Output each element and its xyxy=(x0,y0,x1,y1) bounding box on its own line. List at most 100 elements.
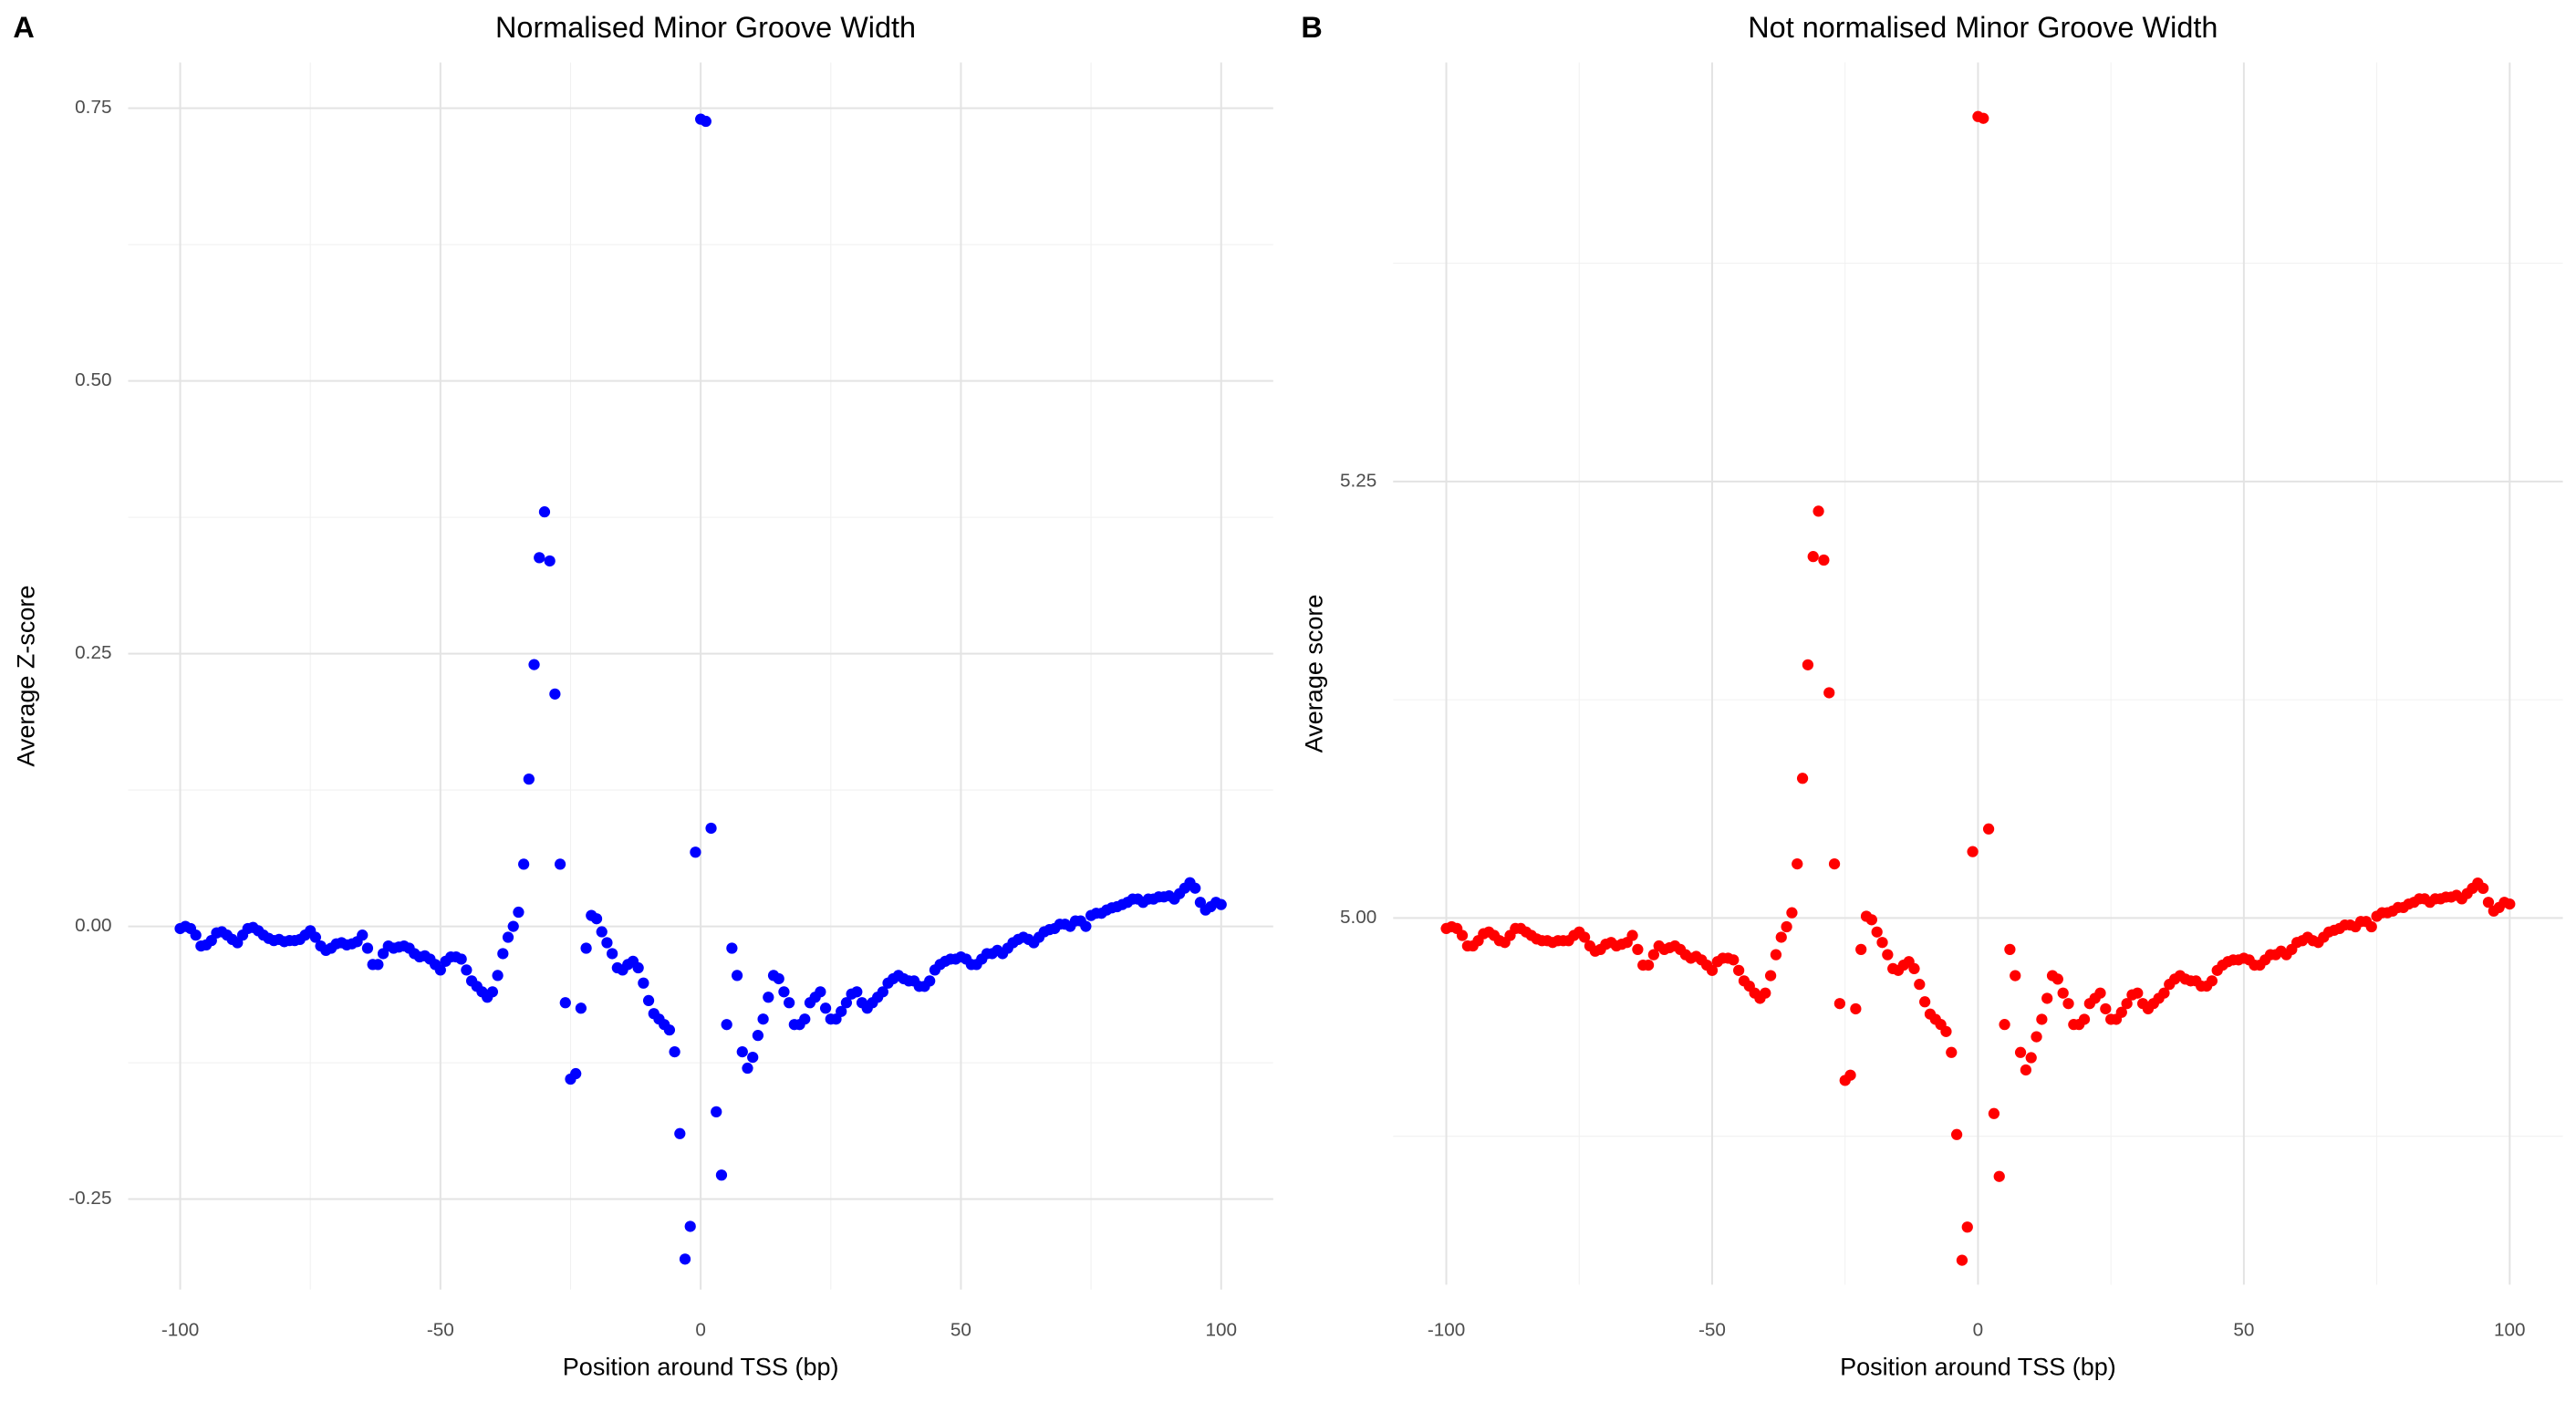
point xyxy=(840,997,853,1009)
chart-title: Not normalised Minor Groove Width xyxy=(1748,11,2218,44)
x-tick-label: 50 xyxy=(2233,1319,2254,1340)
point xyxy=(607,948,618,960)
point xyxy=(679,1253,691,1265)
x-tick-label: 100 xyxy=(2494,1319,2526,1340)
point xyxy=(544,555,556,567)
point xyxy=(513,906,525,919)
point xyxy=(309,931,322,943)
point xyxy=(1189,882,1201,894)
x-tick-label: 0 xyxy=(695,1319,706,1340)
point xyxy=(1642,959,1655,971)
point xyxy=(507,920,519,932)
point xyxy=(2020,1064,2032,1076)
point xyxy=(1578,931,1591,943)
point xyxy=(1855,943,1867,955)
point xyxy=(1775,931,1787,943)
y-tick-label: 0.75 xyxy=(75,97,111,118)
point xyxy=(2504,898,2516,910)
point xyxy=(1978,112,1989,124)
point xyxy=(674,1127,686,1139)
point xyxy=(2482,897,2495,909)
point xyxy=(1807,551,1819,563)
point xyxy=(549,688,561,700)
point xyxy=(742,1062,753,1075)
y-tick-label: 5.00 xyxy=(1340,907,1376,928)
point xyxy=(2025,1052,2037,1064)
chart-title: Normalised Minor Groove Width xyxy=(495,11,916,44)
point xyxy=(877,986,888,998)
x-tick-label: 50 xyxy=(950,1319,971,1340)
point xyxy=(638,977,649,989)
x-tick-label: -50 xyxy=(1698,1319,1726,1340)
point xyxy=(1961,1221,1973,1233)
point xyxy=(2365,920,2377,933)
point xyxy=(924,975,936,987)
point xyxy=(1956,1254,1968,1266)
point xyxy=(736,1045,748,1058)
point xyxy=(559,997,571,1009)
point xyxy=(1988,1107,2000,1119)
point xyxy=(851,986,863,998)
point xyxy=(554,858,566,870)
point xyxy=(1876,937,1888,949)
point xyxy=(2031,1031,2042,1043)
point xyxy=(575,1002,587,1014)
point xyxy=(763,992,774,1003)
point xyxy=(700,115,712,128)
point xyxy=(2477,882,2489,894)
point xyxy=(1999,1019,2010,1031)
point xyxy=(1833,998,1846,1010)
point xyxy=(726,942,738,954)
point xyxy=(836,1005,847,1017)
point xyxy=(1786,907,1798,919)
point xyxy=(1882,949,1894,961)
point xyxy=(778,986,790,998)
point xyxy=(815,986,826,998)
point xyxy=(492,970,504,981)
point xyxy=(455,953,467,965)
point xyxy=(2036,1013,2048,1025)
point xyxy=(1950,1128,1963,1140)
x-tick-label: -100 xyxy=(161,1319,199,1340)
point xyxy=(773,972,784,985)
x-tick-label: 100 xyxy=(1205,1319,1237,1340)
point xyxy=(357,929,369,941)
x-tick-label: 0 xyxy=(1973,1319,1984,1340)
point xyxy=(1823,687,1835,699)
point xyxy=(2078,1013,2091,1025)
point xyxy=(1993,1170,2005,1182)
point xyxy=(2014,1046,2027,1058)
point xyxy=(2100,1002,2112,1015)
point xyxy=(580,942,592,954)
point xyxy=(486,986,499,998)
point xyxy=(2010,970,2021,981)
point xyxy=(1865,914,1877,926)
point xyxy=(784,997,795,1009)
point xyxy=(2041,992,2053,1004)
point xyxy=(1760,987,1771,999)
point xyxy=(799,1013,811,1025)
point xyxy=(1080,920,1092,932)
point xyxy=(1914,979,1926,991)
point xyxy=(1828,857,1841,870)
point xyxy=(1647,949,1659,961)
y-tick-label: 5.25 xyxy=(1340,470,1376,491)
point xyxy=(1919,996,1931,1008)
point xyxy=(1733,964,1745,976)
point xyxy=(1940,1025,1952,1037)
point xyxy=(1632,943,1644,955)
point xyxy=(434,964,446,976)
point xyxy=(601,937,613,949)
point xyxy=(1706,964,1719,976)
point xyxy=(528,659,540,670)
point xyxy=(642,994,655,1007)
point xyxy=(1456,929,1469,941)
point xyxy=(534,552,545,564)
point xyxy=(1792,857,1803,870)
y-tick-label: 0.25 xyxy=(75,642,111,663)
point xyxy=(711,1106,722,1118)
point xyxy=(819,1002,832,1014)
point xyxy=(523,774,535,785)
